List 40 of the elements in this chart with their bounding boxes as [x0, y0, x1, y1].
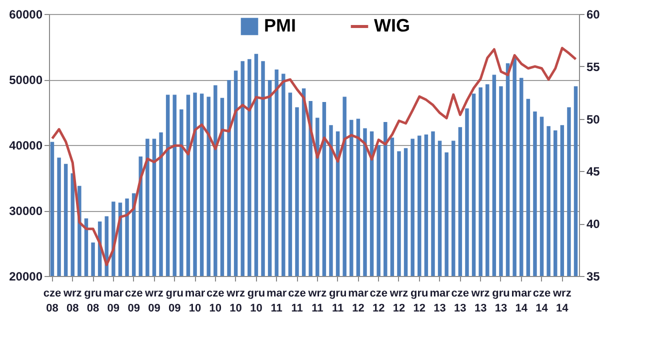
x-tick-label: wrz 11 [307, 288, 328, 314]
x-tick-label: wrz 13 [470, 288, 490, 314]
x-tick-label: wrz 14 [552, 288, 572, 314]
x-tick-label: gru 10 [247, 288, 266, 314]
y-tick-label: 40000 [9, 138, 43, 152]
x-tick-label: gru 08 [84, 288, 102, 314]
x-tick-label: cze 10 [206, 288, 224, 314]
y2-tick-label: 45 [586, 164, 600, 179]
y2-tick-label: 50 [586, 112, 600, 126]
x-tick-label: cze 11 [288, 288, 306, 314]
line-series [50, 46, 578, 266]
x-tick-label: cze 13 [451, 288, 470, 314]
x-tick-label: mar 10 [184, 288, 206, 314]
x-tick-label: cze 12 [370, 288, 388, 314]
x-tick-label: gru 09 [166, 288, 184, 314]
y2-tick-label: 60 [586, 8, 600, 22]
x-tick-label: wrz 08 [62, 288, 82, 314]
x-tick-label: gru 13 [492, 288, 510, 314]
x-tick-label: gru 12 [410, 288, 428, 314]
x-tick-label: gru 11 [328, 288, 347, 314]
x-tick-label: mar 13 [430, 288, 451, 314]
x-tick-label: cze 14 [532, 288, 551, 314]
legend-label: PMI [264, 16, 296, 36]
x-tick-label: cze 08 [43, 288, 62, 314]
y2-tick-label: 40 [586, 217, 600, 232]
y-tick-label: 50000 [9, 73, 43, 87]
x-tick-label: mar 12 [348, 288, 369, 314]
y-tick-label: 20000 [9, 270, 43, 284]
x-tick-label: wrz 12 [388, 288, 409, 314]
x-tick-label: mar 09 [103, 288, 124, 314]
y-tick-label: 30000 [9, 204, 43, 218]
x-tick-label: wrz 10 [226, 288, 246, 314]
legend-label: WIG [374, 16, 410, 36]
y2-tick-label: 35 [586, 270, 600, 284]
x-tick-label: mar 11 [266, 288, 288, 314]
x-tick-label: mar 14 [511, 288, 532, 314]
y-tick-label: 60000 [9, 8, 43, 22]
x-tick-label: wrz 09 [144, 288, 164, 314]
y2-tick-label: 55 [586, 60, 600, 74]
x-tick-label: cze 09 [124, 288, 143, 314]
